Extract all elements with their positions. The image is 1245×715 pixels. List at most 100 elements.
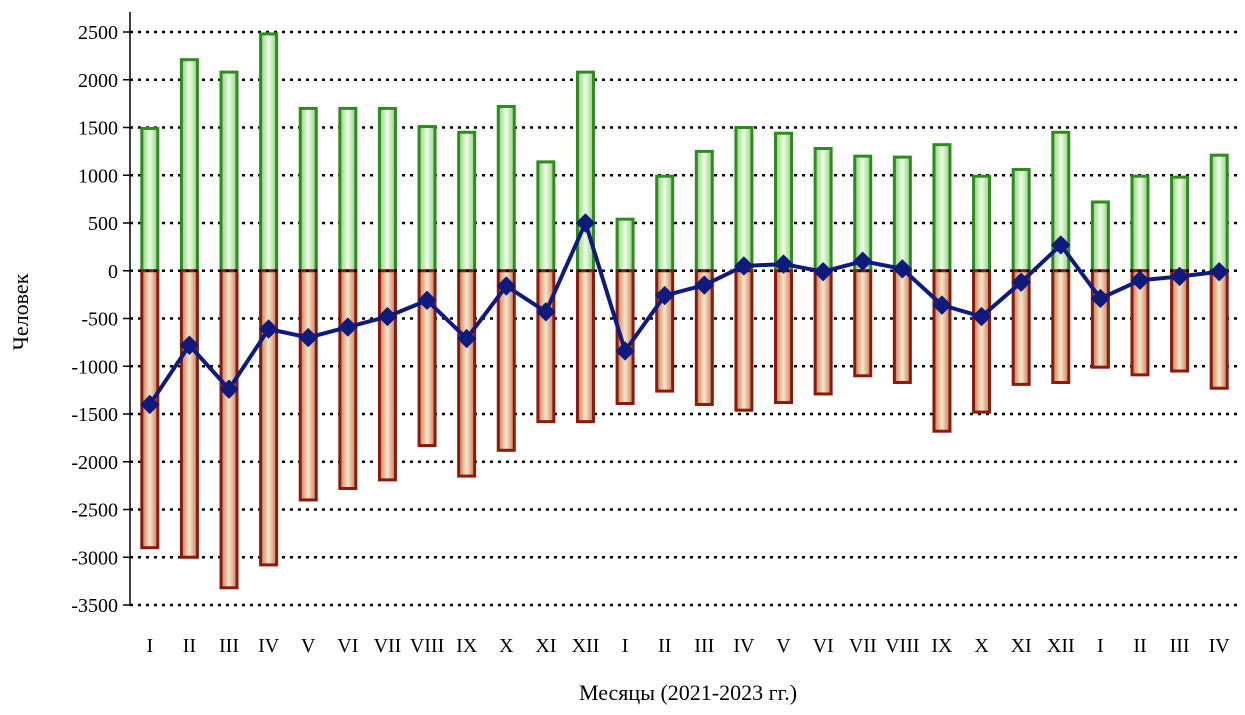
x-tick-label: XI (535, 635, 556, 657)
line-point (1169, 266, 1190, 287)
x-tick-label: IV (733, 635, 755, 657)
line-point (853, 251, 873, 271)
line-point (377, 306, 398, 327)
x-axis-title: Месяцы (2021-2023 гг.) (579, 680, 797, 705)
x-tick-label: X (499, 635, 514, 657)
y-tick-label: 2500 (78, 22, 118, 44)
bar-positive (655, 174, 675, 273)
bar-positive (1011, 168, 1031, 273)
y-tick-label: -1000 (71, 356, 118, 378)
x-tick-label: XI (1011, 635, 1032, 657)
line-point (536, 302, 556, 322)
x-tick-label: II (1133, 635, 1146, 657)
bar-positive (694, 149, 714, 273)
bar-negative (853, 269, 873, 378)
bar-positive (536, 160, 556, 273)
x-tick-label: III (219, 635, 239, 657)
x-tick-label: IX (931, 635, 953, 657)
x-tick-label: I (622, 635, 629, 657)
tick-labels: 2500 2000 1500 1000 500 0 -500 -1000 -1500 -2000 -… (71, 22, 1230, 657)
x-tick-label: IX (456, 635, 478, 657)
bar-negative (457, 269, 477, 478)
y-tick-label: 2000 (78, 70, 118, 92)
balance-line (148, 221, 1220, 406)
bar-negative (1090, 269, 1110, 369)
bar-negative (179, 269, 199, 559)
bar-negative (694, 269, 714, 406)
line-point (932, 295, 952, 315)
bar-negative (932, 269, 952, 433)
line-point (258, 319, 279, 339)
bar-negative (377, 269, 397, 482)
bar-negative (338, 269, 358, 490)
line-point (1090, 288, 1111, 309)
line-point (1130, 270, 1150, 291)
x-tick-label: III (694, 635, 714, 657)
bar-positive (774, 131, 794, 273)
bar-negative (536, 269, 556, 424)
bar-positive (1130, 174, 1150, 273)
line-point (773, 254, 794, 274)
line-point (575, 213, 596, 233)
x-tick-label: V (301, 635, 316, 657)
x-tick-label: II (183, 635, 196, 657)
y-tick-label: 0 (108, 261, 118, 283)
bar-negative (892, 269, 912, 384)
line-point (694, 275, 715, 295)
x-tick-label: XII (572, 635, 600, 657)
line-point (298, 327, 318, 348)
x-tick-label: VIII (410, 635, 444, 657)
bar-negative (1011, 269, 1031, 386)
bar-negative (813, 269, 833, 396)
line-point (140, 394, 160, 415)
line-point (654, 285, 675, 306)
y-tick-label: -3500 (71, 595, 118, 617)
bar-negative (298, 269, 318, 502)
x-tick-label: I (146, 635, 153, 657)
x-tick-label: V (776, 635, 791, 657)
bar-positive (219, 70, 239, 273)
line-point (338, 317, 358, 337)
line-point (496, 276, 516, 296)
y-tick-label: -2000 (71, 452, 118, 474)
bar-positive (140, 126, 160, 273)
y-tick-label: -3000 (71, 547, 118, 569)
bar-positive (615, 217, 635, 273)
line-point (971, 306, 992, 327)
line-point (892, 259, 913, 279)
bar-negative (774, 269, 794, 405)
line-point (734, 256, 754, 276)
x-tick-label: VI (813, 635, 834, 657)
bar-negative (575, 269, 595, 424)
bar-positive (496, 104, 516, 273)
y-tick-label: 1500 (78, 118, 118, 140)
y-tick-label: -500 (81, 309, 118, 331)
x-tick-label: VIII (885, 635, 919, 657)
bar-positive (259, 32, 279, 273)
x-tick-label: VI (337, 635, 358, 657)
bar-positive (892, 155, 912, 273)
bar-negative (1209, 269, 1229, 390)
line-point (615, 341, 635, 361)
line-point (179, 335, 200, 355)
bar-negative (496, 269, 516, 452)
x-tick-label: XII (1047, 635, 1075, 657)
bar-positive (338, 106, 358, 273)
line-point (813, 261, 833, 282)
bar-positive (417, 125, 437, 273)
line-point (219, 379, 239, 399)
line-point (1209, 261, 1229, 282)
bars (140, 32, 1229, 590)
x-tick-label: VII (849, 635, 877, 657)
bar-positive (972, 174, 992, 273)
x-tick-label: IV (258, 635, 280, 657)
y-tick-label: -1500 (71, 404, 118, 426)
bar-positive (1170, 175, 1190, 273)
y-axis-title: Человек (8, 273, 33, 350)
x-tick-label: VII (374, 635, 402, 657)
line-point (456, 328, 477, 349)
bar-negative (259, 269, 279, 567)
line-point (1051, 235, 1071, 255)
bar-positive (734, 126, 754, 273)
